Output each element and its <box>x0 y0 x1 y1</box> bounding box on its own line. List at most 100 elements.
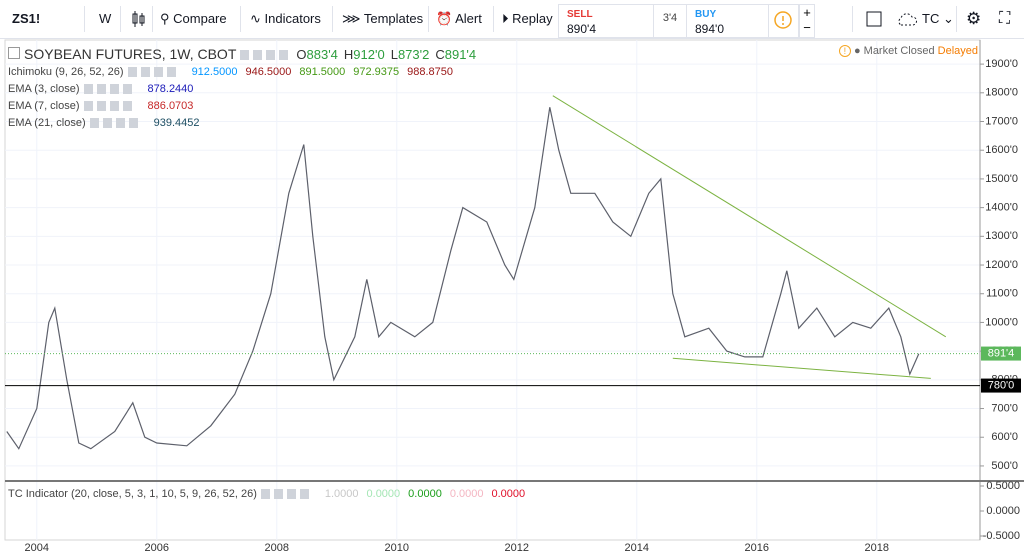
separator <box>852 6 853 32</box>
replay-label: Replay <box>512 11 553 26</box>
account[interactable]: TC ⌄ <box>922 11 954 26</box>
feed-status: Delayed <box>937 45 978 57</box>
x-tick-label: 2006 <box>145 542 169 554</box>
indicator-value: 0.0000 <box>491 488 526 500</box>
study-row: EMA (21, close) 939.4452 <box>8 115 476 132</box>
market-status: Market Closed <box>863 45 935 57</box>
x-tick-label: 2012 <box>505 542 529 554</box>
study-buttons[interactable] <box>89 118 142 129</box>
indicator-legend: TC Indicator (20, close, 5, 3, 1, 10, 5,… <box>8 488 525 500</box>
y-tick-label: 1100'0 <box>986 288 1018 300</box>
account-label: TC <box>922 11 940 26</box>
legend-buttons[interactable] <box>240 50 293 61</box>
indicator-value: 0.0000 <box>408 488 442 500</box>
y-tick-label: 1000'0 <box>985 316 1018 328</box>
settings-icon[interactable]: ⚙ <box>966 9 982 28</box>
price-label: 780'0 <box>988 379 1015 391</box>
study-value: 946.5000 <box>245 66 292 78</box>
ohlc: O883'4 H912'0 L873'2 C891'4 <box>296 46 476 62</box>
ohlc-key: L <box>390 47 398 62</box>
compare-button[interactable]: ⚲ Compare <box>160 11 227 26</box>
separator <box>428 6 429 32</box>
symbol[interactable]: ZS1! <box>12 11 41 26</box>
ohlc-key: O <box>296 47 307 62</box>
ohlc-key: H <box>343 47 354 62</box>
x-tick-label: 2018 <box>865 542 889 554</box>
y-tick-label: 1700'0 <box>985 115 1018 127</box>
ohlc-value: 873'2 <box>397 47 430 62</box>
y-tick-label: 1500'0 <box>985 173 1018 185</box>
separator <box>84 6 85 32</box>
separator <box>240 6 241 32</box>
interval[interactable]: W <box>99 11 112 26</box>
y-tick-label: 0.0000 <box>986 505 1020 517</box>
x-tick-label: 2004 <box>25 542 49 554</box>
fullscreen-icon[interactable] <box>866 11 882 27</box>
y-tick-label: -0.5000 <box>983 530 1020 542</box>
indicator-title: TC Indicator (20, close, 5, 3, 1, 10, 5,… <box>8 488 257 500</box>
study-buttons[interactable] <box>127 67 180 78</box>
y-tick-label: 1400'0 <box>985 202 1018 214</box>
y-tick-label: 1300'0 <box>985 230 1018 242</box>
indicators-button[interactable]: ∿ Indicators <box>250 11 321 26</box>
ohlc-value: 891'4 <box>444 47 477 62</box>
study-name: EMA (21, close) <box>8 117 86 129</box>
indicator-value: 0.0000 <box>449 488 484 500</box>
indicators-label: Indicators <box>264 11 321 26</box>
ohlc-key: C <box>435 47 445 62</box>
study-value: 988.8750 <box>407 66 454 78</box>
y-tick-label: 1200'0 <box>985 259 1018 271</box>
separator <box>152 6 153 32</box>
spread: 3'4 <box>653 4 687 38</box>
info-icon[interactable] <box>769 4 799 38</box>
study-value: 939.4452 <box>153 117 200 129</box>
ohlc-value: 912'0 <box>353 47 385 62</box>
cloud-icon[interactable] <box>896 10 918 28</box>
compare-label: Compare <box>173 11 227 26</box>
separator <box>120 6 121 32</box>
alert-label: Alert <box>455 11 482 26</box>
x-tick-label: 2016 <box>745 542 769 554</box>
legend-title: SOYBEAN FUTURES, 1W, CBOT <box>24 46 237 62</box>
indicator-buttons[interactable] <box>260 489 313 500</box>
sell-button[interactable]: SELL 890'4 <box>558 4 653 38</box>
alert-button[interactable]: ⏰ Alert <box>436 11 482 26</box>
price-label: 891'4 <box>988 347 1015 359</box>
buy-price: 894'0 <box>695 22 724 36</box>
y-tick-label: 600'0 <box>991 431 1018 443</box>
expand-icon[interactable]: ⛶ <box>999 10 1011 27</box>
status: ! ● Market Closed Delayed <box>838 45 978 57</box>
studies: Ichimoku (9, 26, 52, 26) 912.5000 946.5000… <box>8 64 476 132</box>
study-value: 912.5000 <box>191 66 238 78</box>
price-line <box>6 107 920 450</box>
y-tick-label: 1600'0 <box>985 144 1018 156</box>
trendline <box>552 95 947 338</box>
separator <box>493 6 494 32</box>
separator <box>956 6 957 32</box>
study-value: 886.0703 <box>147 100 194 112</box>
status-icon: ! <box>838 45 851 57</box>
price-label-box <box>981 378 1021 393</box>
study-buttons[interactable] <box>83 84 136 95</box>
buy-label: BUY <box>695 9 717 20</box>
candle-icon[interactable] <box>130 11 146 27</box>
y-tick-label: 700'0 <box>991 402 1018 414</box>
qty-stepper[interactable]: + − <box>799 4 815 38</box>
study-buttons[interactable] <box>83 101 136 112</box>
study-value: 891.5000 <box>299 66 346 78</box>
x-tick-label: 2010 <box>385 542 409 554</box>
indicator-value: 1.0000 <box>324 488 359 500</box>
replay-button[interactable]: ⏵ Replay <box>502 11 553 26</box>
templates-button[interactable]: ⋙ Templates <box>342 11 424 26</box>
indicator-values: 1.0000 0.0000 0.0000 0.0000 0.0000 <box>317 488 525 500</box>
collapse-icon[interactable] <box>8 47 20 59</box>
buy-button[interactable]: BUY 894'0 <box>687 4 769 38</box>
y-tick-label: 500'0 <box>991 460 1018 472</box>
study-value: 878.2440 <box>147 83 194 95</box>
trendline <box>672 357 931 379</box>
templates-label: Templates <box>363 11 424 26</box>
separator <box>332 6 333 32</box>
indicator-value: 0.0000 <box>366 488 401 500</box>
